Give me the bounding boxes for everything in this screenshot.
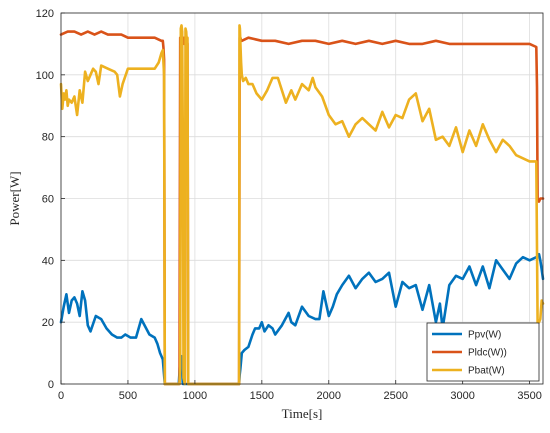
x-tick-label: 1500 xyxy=(250,390,274,402)
x-axis-label: Time[s] xyxy=(282,406,323,421)
x-tick-label: 500 xyxy=(119,390,137,402)
y-tick-label: 100 xyxy=(36,70,54,82)
y-tick-label: 20 xyxy=(42,317,54,329)
x-tick-label: 3500 xyxy=(517,390,541,402)
x-tick-label: 3000 xyxy=(450,390,474,402)
legend-label-3: Pbat(W) xyxy=(468,366,505,377)
y-axis-label: Power[W] xyxy=(7,171,22,225)
y-tick-label: 60 xyxy=(42,194,54,206)
y-tick-label: 0 xyxy=(48,379,54,391)
x-tick-label: 1000 xyxy=(183,390,207,402)
y-tick-label: 80 xyxy=(42,132,54,144)
grid xyxy=(60,12,543,385)
x-tick-label: 2000 xyxy=(317,390,341,402)
series-line-1 xyxy=(59,252,545,386)
x-tick-label: 2500 xyxy=(383,390,407,402)
ticks: 0 500 1000 1500 2000 2500 3000 3500 0 20 40 60 80 100… xyxy=(36,8,542,402)
legend-label-2: Pldc(W)) xyxy=(468,348,507,359)
x-tick-label: 0 xyxy=(58,390,64,402)
legend: Ppv(W) Pldc(W)) Pbat(W) xyxy=(426,322,540,382)
series-line-3 xyxy=(59,24,545,386)
y-tick-label: 40 xyxy=(42,255,54,267)
y-tick-label: 120 xyxy=(36,8,54,20)
legend-label-1: Ppv(W) xyxy=(468,330,501,341)
